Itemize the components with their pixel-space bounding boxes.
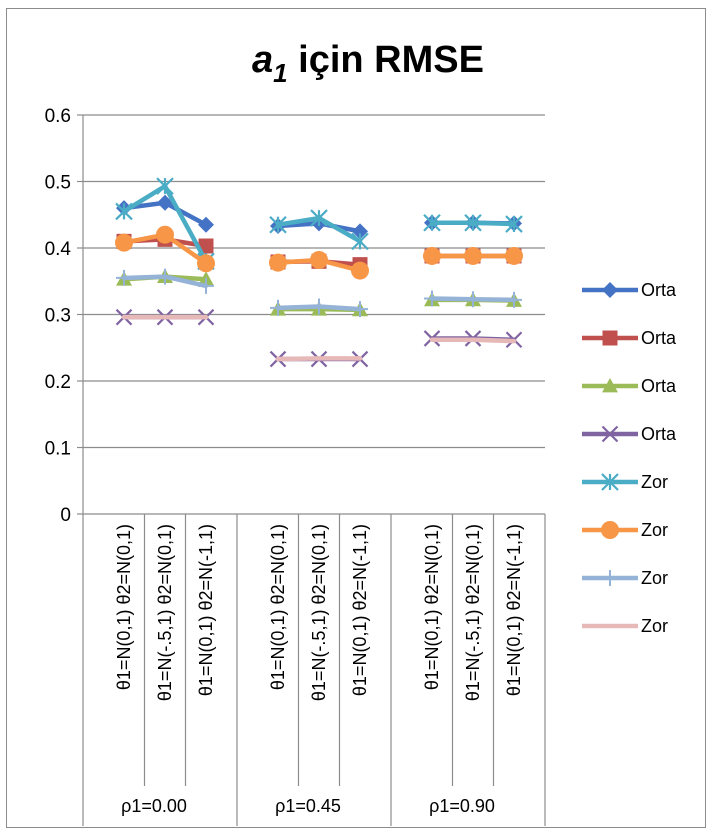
legend-entry: Orta [582,376,677,396]
y-tick-label: 0.6 [45,106,71,127]
data-point-marker [156,177,174,195]
legend-entry: Orta [582,280,677,300]
group-label: ρ1=0.90 [429,796,495,816]
group-label: ρ1=0.45 [275,796,341,816]
legend-label: Zor [641,472,668,492]
data-point-marker [198,216,214,233]
chart-title-subscript: 1 [273,58,287,88]
legend-entry: Zor [582,616,668,636]
data-point-marker [157,194,173,211]
legend-label: Orta [641,328,677,348]
chart-frame [6,8,706,828]
data-point-marker [115,233,133,252]
legend-entry: Orta [582,328,677,348]
data-point-marker [310,209,328,227]
category-label: θ1=N(0,1) θ2=N(-1,1) [504,524,524,696]
category-label: θ1=N(0,1) θ2=N(0,1) [114,524,134,690]
data-point-marker [424,290,440,307]
data-point-marker [423,213,441,232]
series-line [275,356,363,362]
series-layer [115,177,523,368]
category-label: θ1=N(0,1) θ2=N(-1,1) [350,524,370,696]
y-tick-label: 0 [60,505,71,526]
y-tick-label: 0.2 [45,372,71,393]
data-point-marker [352,301,368,318]
legend-entry: Zor [582,520,668,540]
data-point-marker [157,268,173,285]
data-point-marker [116,269,132,286]
y-tick-label: 0.4 [45,239,72,260]
data-point-marker [351,232,369,251]
data-point-marker [506,291,522,308]
data-point-marker [351,261,369,280]
legend-label: Zor [641,616,668,636]
grid-layer [83,114,545,449]
data-point-marker [601,425,619,443]
data-point-marker [269,253,287,272]
legend-label: Orta [641,376,677,396]
legend: Orta Orta Orta Orta Zor Zor Zor Zor [582,280,677,636]
series-8 [121,314,517,362]
category-axis: θ1=N(0,1) θ2=N(0,1) θ1=N(-.5,1) θ2=N(0,1)… [82,514,546,826]
data-point-marker [197,254,215,273]
data-point-marker [602,282,618,298]
data-point-marker [310,250,328,269]
data-point-marker [601,473,619,491]
data-point-marker [464,213,482,232]
data-point-marker [352,223,368,240]
category-label: θ1=N(0,1) θ2=N(-1,1) [196,524,216,696]
data-point-marker [465,291,481,308]
series-7 [116,268,522,318]
category-label: θ1=N(0,1) θ2=N(0,1) [422,524,442,690]
data-point-marker [269,215,287,234]
data-point-marker [311,298,327,315]
chart-title-rest: için RMSE [288,39,484,81]
chart-title: a1 için RMSE [252,39,484,88]
data-point-marker [505,215,523,233]
data-point-marker [270,299,286,316]
legend-entry: Zor [582,568,668,588]
series-line [429,337,517,344]
data-point-marker [602,378,618,393]
legend-entry: Zor [582,472,668,492]
y-tick-label: 0.1 [45,439,71,460]
series-6 [115,225,523,280]
legend-label: Zor [641,568,668,588]
group-label: ρ1=0.00 [121,796,187,816]
data-point-marker [602,330,618,346]
y-tick-label: 0.5 [45,173,71,194]
category-label: θ1=N(-.5,1) θ2=N(0,1) [155,524,175,701]
legend-label: Zor [641,520,668,540]
legend-entry: Orta [582,424,677,444]
category-label: θ1=N(-.5,1) θ2=N(0,1) [309,524,329,701]
data-point-marker [505,246,523,265]
data-point-marker [115,202,133,221]
data-point-marker [464,246,482,265]
data-point-marker [423,246,441,265]
chart-title-symbol: a [252,39,273,81]
data-point-marker [601,521,619,539]
axis-layer: 0 0.1 0.2 0.3 0.4 0.5 0.6 [45,106,545,526]
data-point-marker [602,570,618,586]
legend-label: Orta [641,280,677,300]
category-label: θ1=N(0,1) θ2=N(0,1) [268,524,288,690]
legend-label: Orta [641,424,677,444]
data-point-marker [156,225,174,244]
data-point-marker [198,277,214,294]
category-label: θ1=N(-.5,1) θ2=N(0,1) [463,524,483,701]
y-tick-label: 0.3 [45,306,71,327]
series-5 [115,177,523,271]
